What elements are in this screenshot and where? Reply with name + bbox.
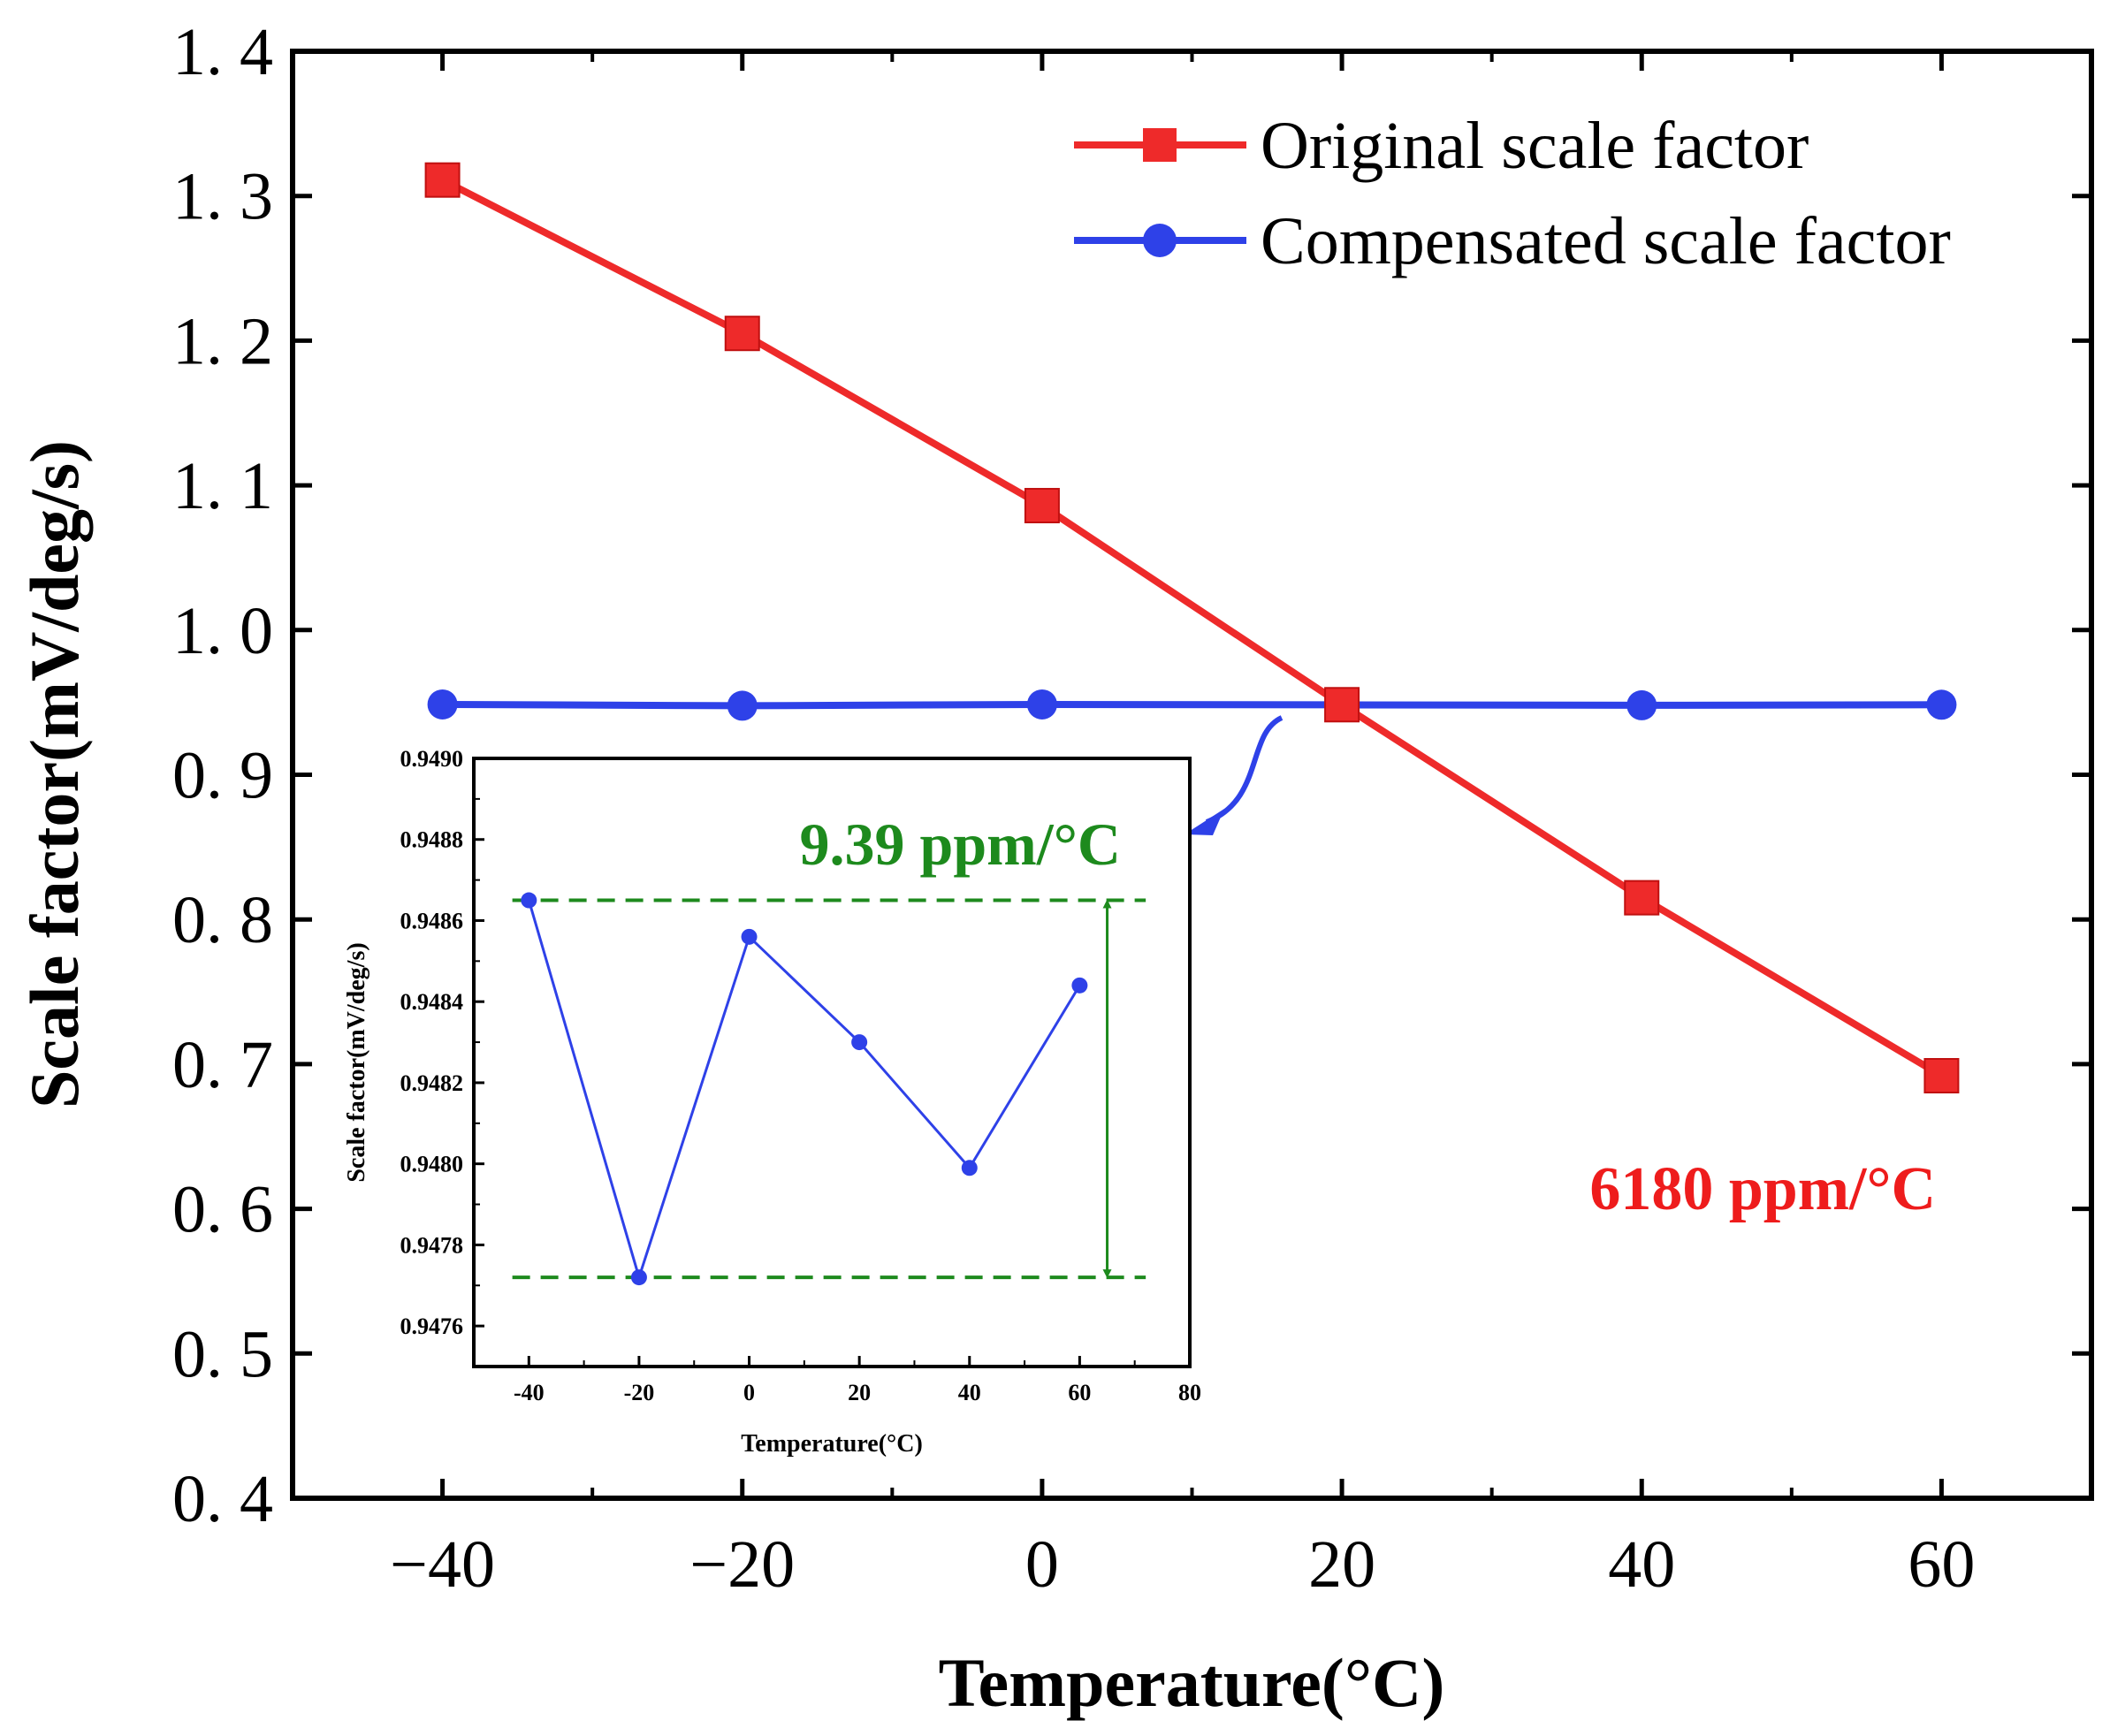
inset-point bbox=[961, 1160, 978, 1176]
original-point bbox=[724, 316, 760, 352]
inset-series-group bbox=[512, 892, 1146, 1286]
x-axis-title: Temperature(°C) bbox=[939, 1644, 1445, 1721]
compensated-point bbox=[1626, 689, 1657, 720]
original-point bbox=[424, 162, 461, 198]
y-tick-label: 1. 3 bbox=[172, 160, 273, 234]
inset-point bbox=[851, 1034, 868, 1051]
x-tick-label: 0 bbox=[1025, 1527, 1059, 1602]
x-tick-label: −40 bbox=[390, 1527, 495, 1602]
legend-marker-original bbox=[1143, 128, 1177, 162]
inset-y-tick-label: 0.9476 bbox=[400, 1313, 464, 1339]
x-tick-label: −20 bbox=[689, 1527, 795, 1602]
x-tick-label: 40 bbox=[1608, 1527, 1675, 1602]
compensated-point bbox=[427, 689, 458, 720]
inset-x-tick-label: -20 bbox=[624, 1380, 655, 1405]
compensated-point bbox=[727, 690, 758, 721]
compensated-drift-annotation: 9.39 ppm/°C bbox=[800, 811, 1121, 878]
y-tick-label: 0. 7 bbox=[172, 1028, 273, 1102]
original-series-line bbox=[440, 177, 1944, 1079]
inset-y-axis-title: Scale factor(mV/deg/s) bbox=[343, 942, 370, 1182]
inset-x-tick-label: 0 bbox=[743, 1380, 755, 1405]
y-tick-label: 0. 6 bbox=[172, 1173, 273, 1247]
compensated-point bbox=[1026, 689, 1057, 720]
original-drift-annotation: 6180 ppm/°C bbox=[1589, 1155, 1936, 1223]
compensated-series-line bbox=[442, 700, 1942, 710]
y-tick-label: 0. 8 bbox=[172, 883, 273, 957]
callout-arrowhead bbox=[1184, 809, 1224, 835]
inset-point bbox=[741, 928, 758, 945]
y-tick-label: 1. 1 bbox=[172, 449, 273, 523]
y-tick-label: 0. 9 bbox=[172, 739, 273, 813]
inset-x-tick-label: 60 bbox=[1068, 1380, 1091, 1405]
x-tick-label: 60 bbox=[1908, 1527, 1975, 1602]
y-tick-label: 1. 0 bbox=[172, 594, 273, 668]
y-tick-label: 0. 5 bbox=[172, 1317, 273, 1391]
inset-x-tick-label: 40 bbox=[958, 1380, 981, 1405]
original-point bbox=[1624, 879, 1660, 916]
legend-marker-compensated bbox=[1143, 224, 1177, 257]
inset-x-tick-label: -40 bbox=[514, 1380, 545, 1405]
inset-y-tick-label: 0.9484 bbox=[400, 989, 464, 1015]
x-tick-label: 20 bbox=[1308, 1527, 1375, 1602]
inset-y-tick-label: 0.9480 bbox=[400, 1152, 464, 1177]
legend: Original scale factor Compensated scale … bbox=[1074, 109, 1951, 278]
inset-point bbox=[521, 892, 537, 909]
original-point bbox=[1324, 687, 1360, 723]
y-tick-label: 1. 2 bbox=[172, 304, 273, 378]
compensated-point bbox=[1926, 689, 1957, 720]
inset-y-tick-label: 0.9486 bbox=[400, 908, 464, 933]
inset-series-line bbox=[527, 900, 1081, 1283]
inset-x-tick-label: 20 bbox=[848, 1380, 871, 1405]
inset-point bbox=[1071, 977, 1088, 994]
callout-arrow bbox=[1205, 715, 1284, 825]
y-tick-label: 1. 4 bbox=[172, 15, 273, 89]
legend-label-compensated: Compensated scale factor bbox=[1261, 204, 1951, 278]
inset-y-tick-label: 0.9490 bbox=[400, 746, 464, 772]
legend-label-original: Original scale factor bbox=[1261, 109, 1809, 183]
inset-y-tick-label: 0.9482 bbox=[400, 1070, 464, 1096]
inset-axes: -40 -20 0 20 40 60 80 0.9476 0.9478 0.9480 0.9482 0… bbox=[400, 746, 1202, 1405]
inset-y-tick-label: 0.9478 bbox=[400, 1232, 464, 1258]
inset-plot-frame bbox=[472, 757, 1192, 1368]
inset-point bbox=[630, 1269, 647, 1286]
y-axis-title: Scale factor(mV/deg/s) bbox=[16, 440, 93, 1108]
original-point bbox=[1923, 1057, 1960, 1093]
inset-y-tick-label: 0.9488 bbox=[400, 827, 464, 853]
inset-x-axis-title: Temperature(°C) bbox=[741, 1430, 923, 1458]
original-point bbox=[1024, 488, 1060, 524]
main-series-group bbox=[424, 162, 1960, 1093]
main-axes: −40 −20 0 20 40 60 0. 4 0. 5 0. 6 0. 7 0. 8 0. 9 1. … bbox=[172, 15, 2093, 1602]
y-tick-label: 0. 4 bbox=[172, 1462, 273, 1536]
inset-x-tick-label: 80 bbox=[1178, 1380, 1201, 1405]
